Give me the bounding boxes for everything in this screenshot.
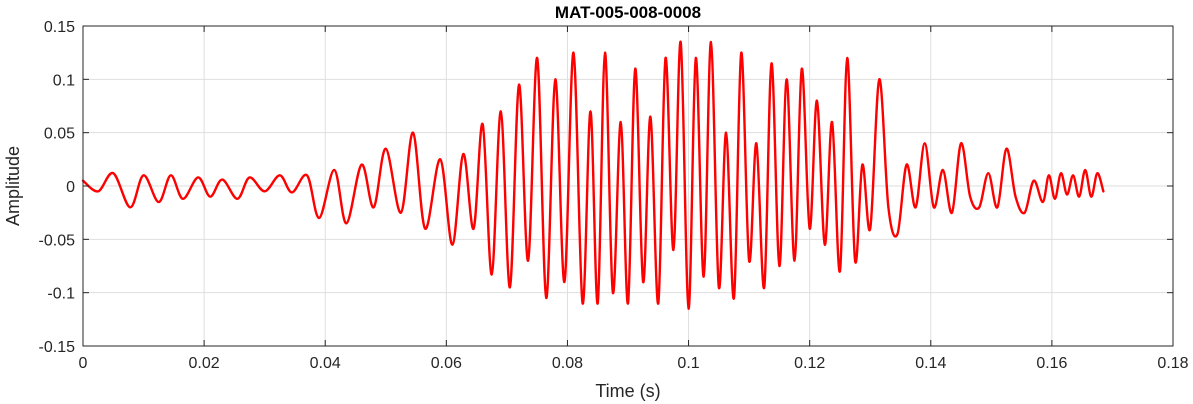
y-tick-label: 0.15 (44, 19, 75, 36)
x-tick-label: 0.02 (189, 355, 220, 372)
x-tick-label: 0.04 (310, 355, 341, 372)
x-tick-label: 0.1 (677, 355, 699, 372)
series-group (81, 40, 1105, 310)
y-tick-label: -0.1 (47, 286, 75, 303)
y-tick-label: 0 (66, 179, 75, 196)
series-line (81, 40, 1105, 310)
chart-title: MAT-005-008-0008 (555, 3, 701, 22)
x-tick-label: 0.16 (1036, 355, 1067, 372)
x-tick-label: 0.14 (915, 355, 946, 372)
ticks (82, 25, 1174, 347)
x-tick-label: 0.06 (431, 355, 462, 372)
y-tick-label: 0.05 (44, 126, 75, 143)
x-tick-label: 0.18 (1157, 355, 1188, 372)
y-tick-label: -0.15 (39, 339, 76, 356)
y-tick-label: 0.1 (53, 72, 75, 89)
x-tick-label: 0 (79, 355, 88, 372)
x-tick-label: 0.12 (794, 355, 825, 372)
x-axis-label: Time (s) (595, 381, 660, 401)
x-tick-label: 0.08 (552, 355, 583, 372)
y-axis-label: Amplitude (3, 146, 23, 226)
y-tick-labels: -0.15 -0.1 -0.05 0 0.05 0.1 0.15 (39, 19, 76, 356)
y-tick-label: -0.05 (39, 232, 76, 249)
x-tick-labels: 0 0.02 0.04 0.06 0.08 0.1 0.12 0.14 0.16 0.18 (79, 355, 1189, 372)
